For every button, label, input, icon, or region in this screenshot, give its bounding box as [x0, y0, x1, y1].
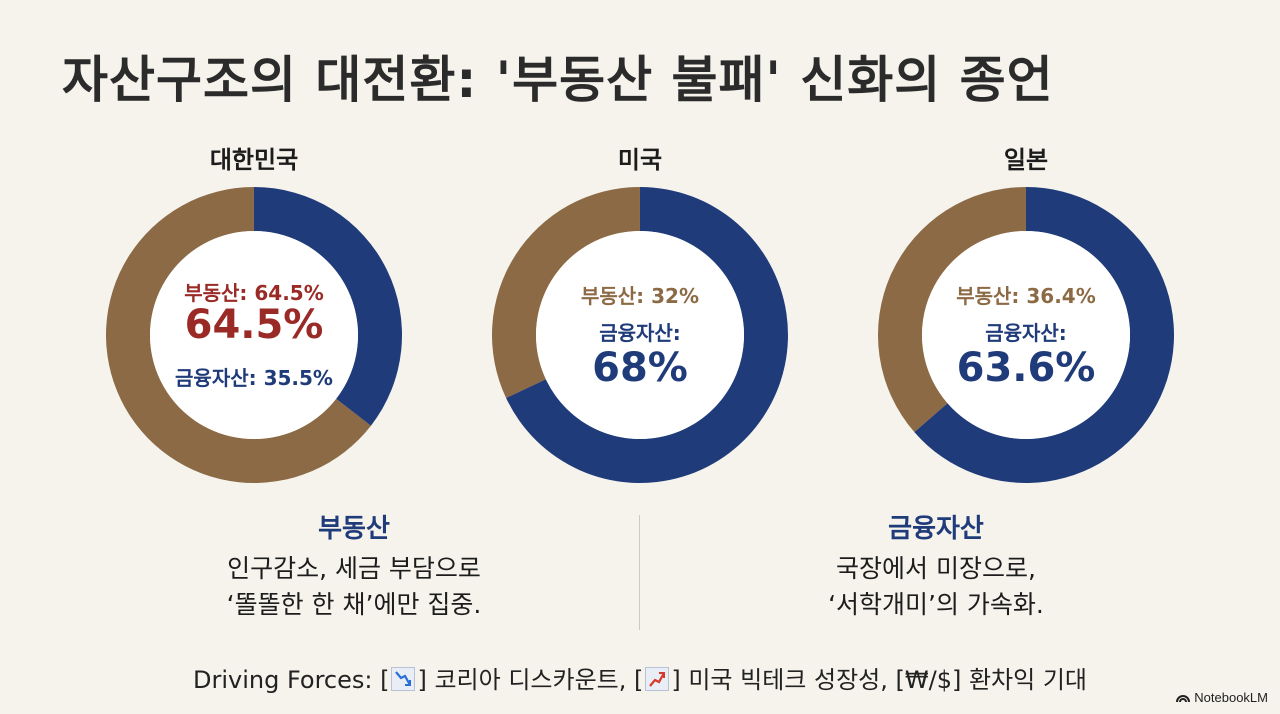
donut-usa	[492, 187, 788, 483]
footer-item3: ] 환차익 기대	[951, 666, 1087, 694]
donut-hole	[536, 231, 744, 439]
financial-summary: 금융자산 국장에서 미장으로, ‘서학개미’의 가속화.	[706, 508, 1166, 623]
slice-financial	[506, 187, 788, 483]
slice-real-estate	[105, 187, 371, 483]
chart-usa: 미국 부동산: 32% 금융자산: 68%	[490, 140, 790, 490]
real-estate-heading: 부동산	[318, 514, 390, 544]
slice-real-estate	[492, 187, 640, 399]
slice-financial	[914, 187, 1174, 484]
driving-forces: Driving Forces: [ ] 코리아 디스카운트, [ ] 미국 빅테크 …	[0, 660, 1280, 695]
real-estate-line2: ‘똘똘한 한 채’에만 집중.	[226, 590, 482, 619]
big-value: 68%	[592, 345, 688, 391]
real-estate-label: 부동산: 32%	[580, 284, 700, 308]
real-estate-summary: 부동산 인구감소, 세금 부담으로 ‘똘똘한 한 채’에만 집중.	[124, 508, 584, 623]
donut-hole	[150, 231, 358, 439]
big-value: 63.6%	[956, 345, 1096, 391]
slice-financial	[254, 187, 402, 426]
chart-title: 일본	[1003, 146, 1049, 174]
chart-down-icon	[391, 667, 416, 691]
chart-title: 미국	[617, 146, 663, 174]
column-divider	[639, 515, 640, 630]
real-estate-label: 부동산: 36.4%	[956, 284, 1096, 308]
brand-label: NotebookLM	[1194, 690, 1268, 705]
financial-line1: 국장에서 미장으로,	[836, 554, 1036, 583]
notebooklm-icon	[1176, 695, 1191, 703]
donut-korea	[105, 187, 402, 483]
financial-line2: ‘서학개미’의 가속화.	[828, 590, 1044, 619]
financial-heading: 금융자산	[888, 514, 984, 544]
chart-title: 대한민국	[209, 146, 299, 174]
chart-korea: 대한민국 부동산: 64.5% 64.5% 금융자산: 35.5%	[104, 140, 404, 490]
footer-item2: ] 미국 빅테크 성장성, [	[671, 666, 905, 694]
financial-label: 금융자산: 35.5%	[175, 366, 333, 390]
real-estate-label: 부동산: 64.5%	[184, 281, 324, 305]
notebooklm-brand: NotebookLM	[1176, 690, 1268, 705]
donut-hole	[922, 231, 1130, 439]
chart-up-icon	[645, 667, 670, 691]
financial-label: 금융자산:	[985, 321, 1067, 345]
donut-japan	[878, 187, 1174, 484]
chart-japan: 일본 부동산: 36.4% 금융자산: 63.6%	[876, 140, 1176, 490]
footer-prefix: Driving Forces: [	[192, 666, 390, 694]
slice-real-estate	[878, 187, 1026, 433]
currency-label: ₩/$	[904, 666, 952, 694]
real-estate-line1: 인구감소, 세금 부담으로	[227, 554, 481, 583]
page-title: 자산구조의 대전환: '부동산 불패' 신화의 종언	[62, 51, 1054, 109]
big-value: 64.5%	[184, 302, 324, 348]
footer-item1: ] 코리아 디스카운트, [	[417, 666, 644, 694]
financial-label: 금융자산:	[599, 321, 681, 345]
